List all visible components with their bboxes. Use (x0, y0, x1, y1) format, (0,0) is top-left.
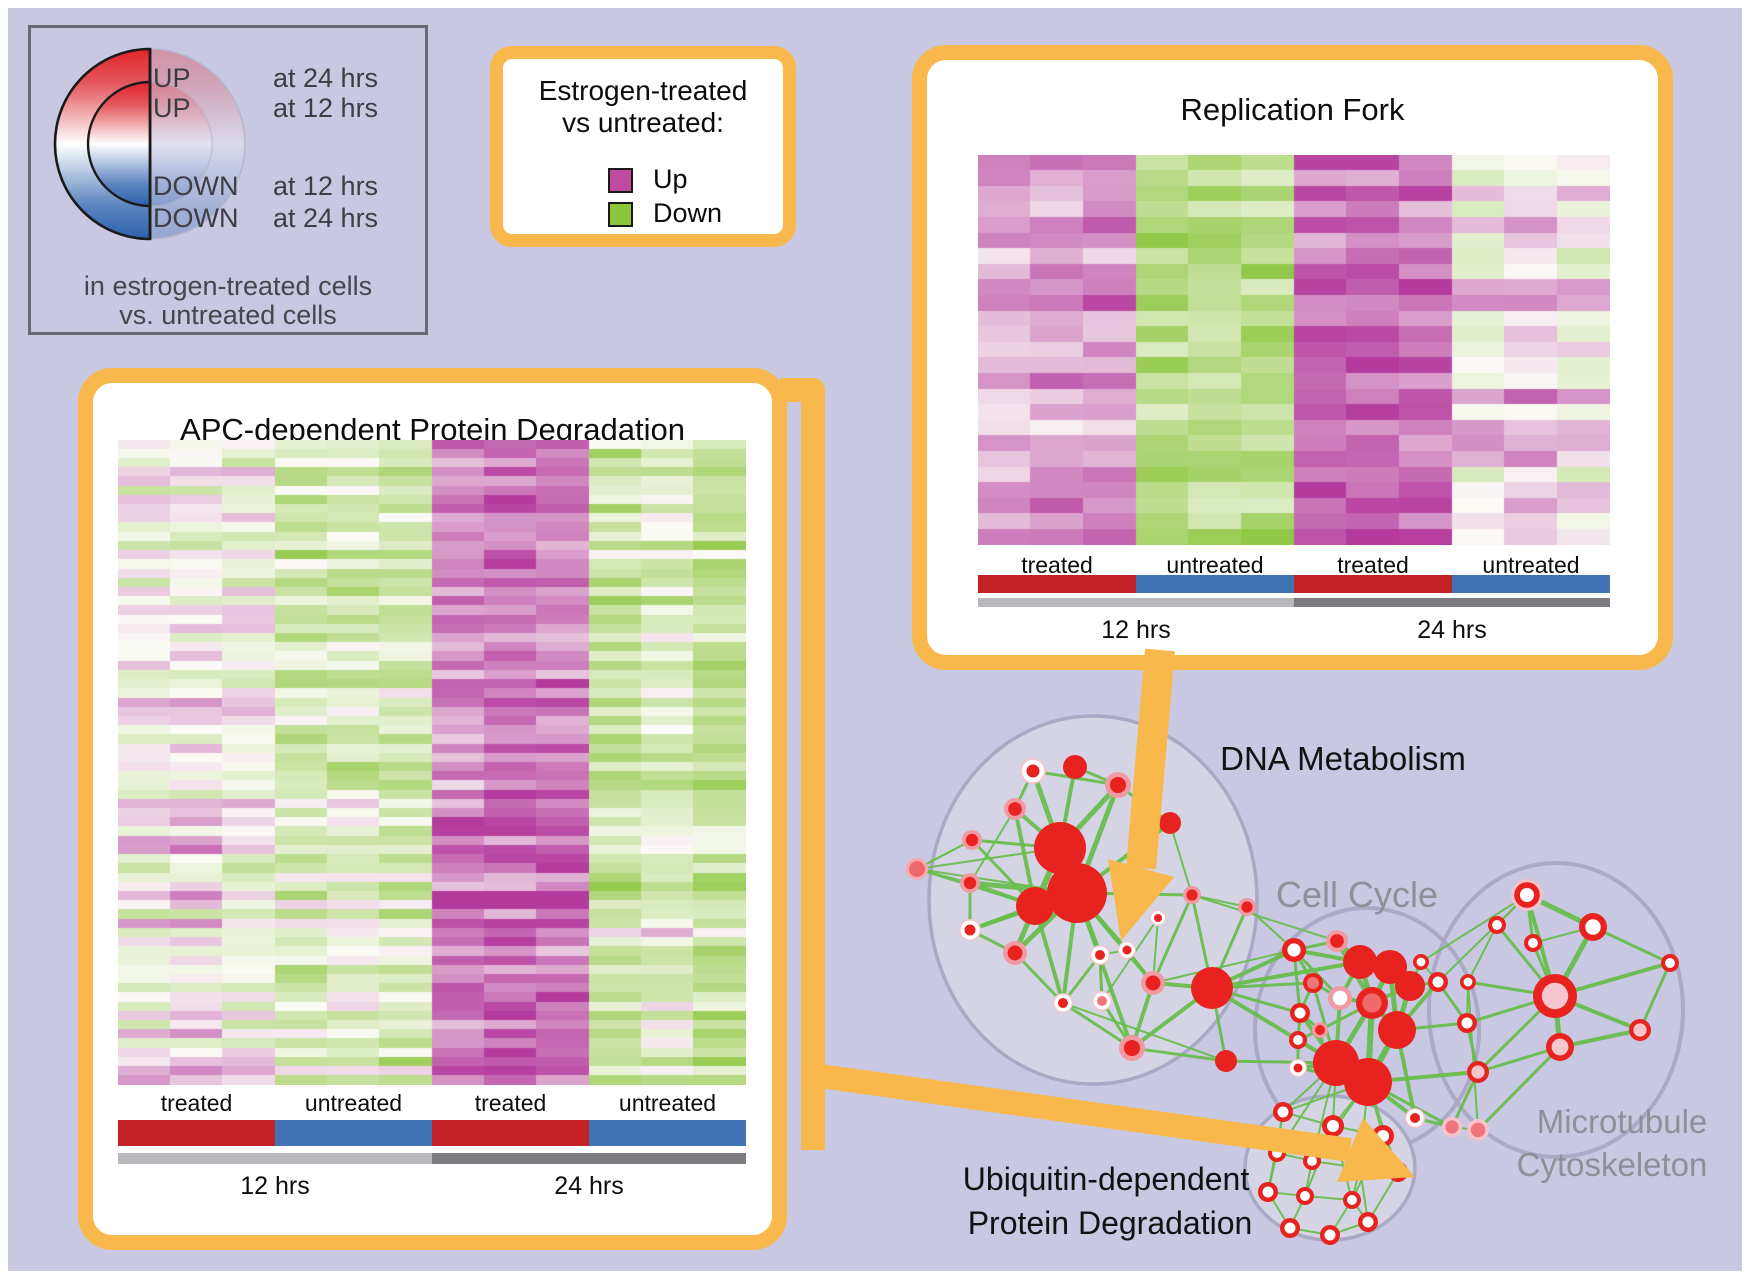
group-label-untreated-3: untreated (618, 1090, 717, 1116)
up-color-swatch (608, 168, 633, 193)
key-title-line2: vs untreated: (562, 107, 724, 138)
time-bar-24hrs (432, 1153, 746, 1164)
condition-bar-untreated-3 (1452, 575, 1610, 593)
circle-legend-box: UP at 24 hrs UP at 12 hrs DOWN at 12 hrs… (28, 25, 428, 335)
condition-bar-treated-0 (118, 1120, 275, 1146)
legend-dir-up12: UP (153, 93, 191, 123)
group-label-treated-0: treated (1021, 552, 1093, 578)
group-label-untreated-3: untreated (1482, 552, 1580, 578)
circle-legend-graphic (53, 47, 246, 241)
time-bar-12hrs (978, 598, 1294, 607)
condition-bar-untreated-1 (1136, 575, 1294, 593)
condition-bar-untreated-3 (589, 1120, 746, 1146)
group-label-treated-0: treated (160, 1090, 233, 1116)
legend-time-up12: at 12 hrs (273, 93, 379, 123)
condition-bar-treated-0 (978, 575, 1136, 593)
key-title-line1: Estrogen-treated (538, 75, 748, 106)
estrogen-key-box: Estrogen-treated vs untreated: Up Down (490, 46, 796, 247)
legend-caption-line1: in estrogen-treated cells (83, 271, 373, 301)
condition-bar-untreated-1 (275, 1120, 432, 1146)
group-label-treated-2: treated (474, 1090, 547, 1116)
down-color-swatch (608, 202, 633, 227)
time-bar-24hrs (1294, 598, 1610, 607)
legend-time-up24: at 24 hrs (273, 63, 379, 93)
replication-fork-panel: Replication Fork treated untreated treated… (912, 45, 1673, 670)
time-label-24hrs: 24 hrs (554, 1172, 624, 1200)
rf-panel-title: Replication Fork (1180, 92, 1405, 127)
condition-bar-treated-2 (432, 1120, 589, 1146)
time-label-12hrs: 12 hrs (1101, 616, 1171, 644)
legend-time-down12: at 12 hrs (273, 171, 379, 201)
legend-inner-semicircle (86, 80, 152, 208)
apc-heatmap-panel: APC-dependent Protein Degradation treate… (78, 368, 787, 1250)
legend-dir-down24: DOWN (153, 203, 239, 233)
group-label-untreated-1: untreated (1166, 552, 1264, 578)
legend-caption-line2: vs. untreated cells (119, 300, 337, 330)
legend-time-down24: at 24 hrs (273, 203, 379, 233)
time-bar-12hrs (118, 1153, 432, 1164)
rf-heatmap-canvas (978, 155, 1610, 545)
time-label-12hrs: 12 hrs (240, 1172, 310, 1200)
group-label-untreated-1: untreated (304, 1090, 403, 1116)
condition-bar-treated-2 (1294, 575, 1452, 593)
up-label: Up (653, 164, 688, 194)
apc-heatmap-canvas (118, 440, 746, 1085)
legend-dir-up24: UP (153, 63, 191, 93)
down-label: Down (653, 198, 723, 228)
group-label-treated-2: treated (1337, 552, 1409, 578)
time-label-24hrs: 24 hrs (1417, 616, 1487, 644)
legend-dir-down12: DOWN (153, 171, 239, 201)
